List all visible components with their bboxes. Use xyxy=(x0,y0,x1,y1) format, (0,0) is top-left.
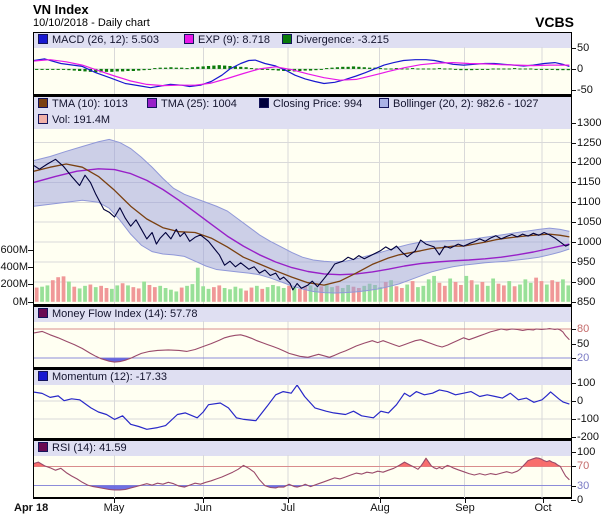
macd-legend: MACD (26, 12): 5.503 EXP (9): 8.718 Diverg… xyxy=(34,33,571,48)
axis-tick-label: 950 xyxy=(577,255,596,268)
vcbs-watermark: VCBS xyxy=(535,14,574,30)
momentum-chart xyxy=(34,385,571,438)
x-axis-start-label: Apr 18 xyxy=(14,502,49,514)
month-tick-mark xyxy=(380,499,381,503)
mfi-chart xyxy=(34,321,571,367)
legend-color-swatch-icon xyxy=(38,98,48,108)
legend-item-label: Bollinger (20, 2): 982.6 - 1027 xyxy=(393,98,539,110)
axis-tick-label: 100 xyxy=(577,376,596,389)
month-tick-mark xyxy=(465,499,466,503)
legend-item: RSI (14): 41.59 xyxy=(38,442,127,454)
legend-item: EXP (9): 8.718 xyxy=(184,34,270,46)
legend-item-label: TMA (10): 1013 xyxy=(52,98,128,110)
axis-tick-label: 850 xyxy=(577,295,596,308)
legend-item: MACD (26, 12): 5.503 xyxy=(38,34,159,46)
month-tick-mark xyxy=(288,499,289,503)
axis-tick-label: 30 xyxy=(577,479,590,492)
axis-tick-label: 20 xyxy=(577,352,590,365)
month-tick-mark xyxy=(114,499,115,503)
rsi-chart xyxy=(34,455,571,498)
axis-tick-label: 1300 xyxy=(577,116,602,129)
month-label: May xyxy=(103,502,125,514)
axis-tick-label: 70 xyxy=(577,460,590,473)
legend-item-label: Momentum (12): -17.33 xyxy=(52,371,167,383)
legend-item: TMA (25): 1004 xyxy=(147,98,237,110)
page-title: VN Index xyxy=(33,2,89,17)
legend-item-label: Divergence: -3.215 xyxy=(296,34,389,46)
legend-color-swatch-icon xyxy=(184,34,194,44)
axis-tick-label: 1200 xyxy=(577,156,602,169)
month-label: Sep xyxy=(455,502,475,514)
axis-tick-label: 200M xyxy=(0,278,28,291)
month-tick-mark xyxy=(203,499,204,503)
price-chart xyxy=(34,129,571,304)
legend-color-swatch-icon xyxy=(38,308,48,318)
legend-item: Closing Price: 994 xyxy=(259,98,362,110)
axis-tick-label: 0 xyxy=(577,494,584,507)
month-label: Oct xyxy=(534,502,552,514)
legend-color-swatch-icon xyxy=(38,114,48,124)
legend-item-label: EXP (9): 8.718 xyxy=(198,34,270,46)
momentum-panel: Momentum (12): -17.33 xyxy=(33,369,572,440)
axis-tick-label: 1000 xyxy=(577,236,602,249)
month-tick-mark xyxy=(543,499,544,503)
axis-tick-label: 1100 xyxy=(577,196,601,209)
legend-color-swatch-icon xyxy=(38,34,48,44)
axis-tick-label: -200 xyxy=(577,431,600,444)
axis-tick-label: 1050 xyxy=(577,216,602,229)
legend-color-swatch-icon xyxy=(38,371,48,381)
axis-tick-label: 50 xyxy=(577,42,590,54)
axis-tick-label: 1250 xyxy=(577,136,602,149)
legend-item-label: RSI (14): 41.59 xyxy=(52,442,127,454)
legend-color-swatch-icon xyxy=(379,98,389,108)
momentum-legend: Momentum (12): -17.33 xyxy=(34,370,571,385)
legend-item-label: Closing Price: 994 xyxy=(273,98,363,110)
legend-item: Bollinger (20, 2): 982.6 - 1027 xyxy=(379,98,539,110)
axis-tick-label: 0M xyxy=(12,295,28,308)
legend-item: Divergence: -3.215 xyxy=(282,34,389,46)
axis-tick-label: -50 xyxy=(577,83,593,96)
chart-date-subtitle: 10/10/2018 - Daily chart xyxy=(33,17,150,29)
month-label: Jul xyxy=(280,502,296,514)
axis-tick-label: 50 xyxy=(577,337,590,350)
month-label: Jun xyxy=(194,502,212,514)
legend-color-swatch-icon xyxy=(147,98,157,108)
legend-item: Vol: 191.4M xyxy=(38,114,110,126)
axis-tick-label: 600M xyxy=(0,243,28,256)
macd-chart xyxy=(34,47,571,94)
axis-tick-label: 0 xyxy=(577,62,584,75)
axis-tick-label: 80 xyxy=(577,322,590,335)
rsi-legend: RSI (14): 41.59 xyxy=(34,441,571,456)
axis-tick-label: 400M xyxy=(0,261,28,274)
axis-tick-label: -100 xyxy=(577,413,600,426)
legend-item-label: TMA (25): 1004 xyxy=(161,98,237,110)
legend-color-swatch-icon xyxy=(282,34,292,44)
legend-item-label: Money Flow Index (14): 57.78 xyxy=(52,308,198,320)
axis-tick-label: 900 xyxy=(577,275,596,288)
price-legend-row1: TMA (10): 1013 TMA (25): 1004 Closing Pric… xyxy=(34,97,571,113)
axis-tick-label: 1150 xyxy=(577,176,601,189)
price-legend-row2: Vol: 191.4M xyxy=(34,113,571,129)
legend-color-swatch-icon xyxy=(259,98,269,108)
legend-item: Money Flow Index (14): 57.78 xyxy=(38,308,198,320)
legend-item-label: Vol: 191.4M xyxy=(52,114,111,126)
axis-tick-mark xyxy=(571,500,576,502)
legend-item: TMA (10): 1013 xyxy=(38,98,128,110)
legend-item: Momentum (12): -17.33 xyxy=(38,371,167,383)
legend-color-swatch-icon xyxy=(38,442,48,452)
axis-tick-label: 100 xyxy=(577,445,596,458)
axis-tick-label: 0 xyxy=(577,395,584,408)
legend-item-label: MACD (26, 12): 5.503 xyxy=(52,34,159,46)
mfi-legend: Money Flow Index (14): 57.78 xyxy=(34,307,571,322)
month-label: Aug xyxy=(370,502,390,514)
